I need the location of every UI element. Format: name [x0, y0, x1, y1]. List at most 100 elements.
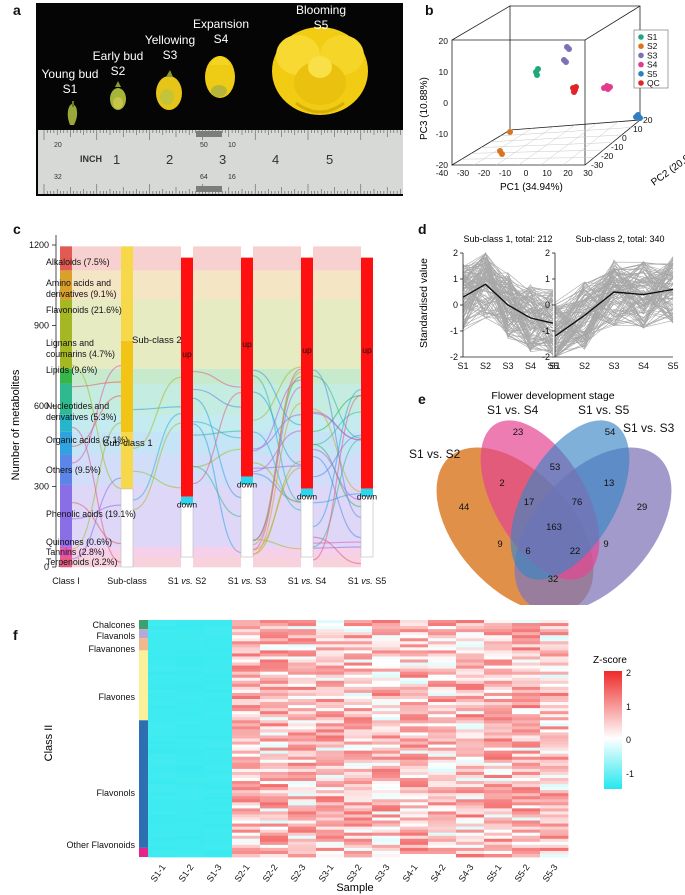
heatmap-column	[372, 620, 401, 858]
heatmap-cell	[400, 747, 429, 752]
class-label: Organic acids (7.1%)	[46, 435, 128, 445]
heatmap-cell	[456, 814, 485, 818]
class-label: Others (9.5%)	[46, 465, 101, 475]
legend-marker	[638, 34, 644, 40]
heatmap-cell	[344, 677, 373, 682]
heatmap-cell	[484, 656, 513, 660]
heatmap-cell	[148, 850, 177, 855]
heatmap-cell	[148, 689, 177, 694]
heatmap-cell	[316, 635, 345, 639]
trend-line	[462, 272, 554, 320]
heatmap-cell	[456, 811, 485, 815]
heatmap-cell	[344, 650, 373, 654]
venn-count: 17	[524, 497, 535, 508]
heatmap-cell	[400, 671, 429, 676]
heatmap-cell	[288, 665, 317, 670]
heatmap-cell	[540, 717, 569, 721]
heatmap-cell	[484, 653, 513, 657]
heatmap-cell	[400, 844, 429, 849]
trend-line	[462, 271, 554, 353]
heatmap-cell	[204, 847, 233, 852]
up-label: up	[302, 345, 312, 355]
heatmap-cell	[288, 799, 317, 803]
flow-curve	[312, 541, 362, 544]
heatmap-cell	[484, 644, 513, 648]
heatmap-cell	[400, 674, 429, 679]
heatmap-cell	[260, 808, 289, 812]
heatmap-cell	[204, 732, 233, 736]
heatmap-cell	[428, 741, 457, 745]
heatmap-cell	[176, 805, 205, 809]
heatmap-cell	[288, 659, 317, 663]
down-segment	[301, 488, 313, 497]
heatmap-cell	[484, 714, 513, 718]
x-tick: 0	[524, 168, 529, 178]
flow-curve	[132, 422, 182, 511]
heatmap-cell	[204, 744, 233, 749]
class-label: Quinones (0.6%)	[46, 537, 112, 547]
heatmap-cell	[260, 759, 289, 764]
heatmap-cell	[204, 647, 233, 651]
heatmap-cell	[232, 629, 261, 633]
heatmap-cell	[428, 705, 457, 709]
heatmap-cell	[232, 692, 261, 697]
heatmap-cell	[204, 714, 233, 718]
heatmap-cell	[540, 850, 569, 855]
heatmap-cell	[232, 695, 261, 700]
heatmap-cell	[232, 826, 261, 831]
heatmap-cell	[456, 723, 485, 727]
heatmap-cell	[148, 665, 177, 670]
heatmap-cell	[400, 683, 429, 688]
heatmap-cell	[260, 793, 289, 797]
heatmap-cell	[288, 708, 317, 712]
heatmap-cell	[512, 771, 541, 776]
heatmap-cell	[288, 778, 317, 782]
heatmap-cell	[344, 638, 373, 642]
heatmap-cell	[428, 629, 457, 633]
heatmap-cell	[428, 671, 457, 676]
heatmap-cell	[288, 796, 317, 800]
z-tick: 10	[439, 67, 449, 77]
heatmap-sample-labels: S1-1 S1-2 S1-3 S2-1 S2-2 S2-3 S3-1 S3-2 S3-3 S4-1…	[149, 862, 560, 883]
trend-line	[554, 266, 674, 358]
heatmap-cell	[484, 790, 513, 794]
heatmap-cell	[148, 787, 177, 791]
heatmap-cell	[540, 638, 569, 642]
legend-marker	[638, 52, 644, 59]
flow-curve	[132, 470, 182, 489]
heatmap-cell	[316, 717, 345, 721]
heatmap-cell	[316, 686, 345, 691]
class-label: Lipids (9.6%)	[46, 365, 97, 375]
heatmap-cell	[204, 844, 233, 849]
heatmap-cell	[428, 647, 457, 651]
heatmap-cell	[148, 832, 177, 837]
heatmap-cell	[540, 620, 569, 624]
heatmap-cell	[540, 650, 569, 654]
heatmap-cell	[540, 635, 569, 639]
heatmap-cell	[344, 808, 373, 812]
heatmap-cell	[316, 735, 345, 739]
heatmap-cell	[316, 699, 345, 703]
heatmap-cell	[288, 644, 317, 648]
heatmap-cell	[288, 735, 317, 739]
ruler-unit: INCH	[80, 154, 102, 164]
venn-count: 22	[570, 546, 581, 557]
heatmap-cell	[484, 826, 513, 831]
heatmap-cell	[316, 702, 345, 706]
heatmap-cell	[484, 641, 513, 645]
heatmap-cell	[176, 820, 205, 824]
heatmap-cell	[288, 623, 317, 627]
heatmap-cell	[232, 677, 261, 682]
heatmap-cell	[232, 765, 261, 770]
class-i-segment	[60, 299, 72, 369]
heatmap-cell	[316, 659, 345, 663]
heatmap-cell	[288, 726, 317, 730]
heatmap-cell	[400, 750, 429, 755]
heatmap-cell	[232, 850, 261, 855]
heatmap-cell	[456, 750, 485, 755]
heatmap-cell	[372, 717, 401, 721]
heatmap-cell	[540, 711, 569, 715]
heatmap-cell	[428, 756, 457, 761]
heatmap-cell	[148, 784, 177, 788]
